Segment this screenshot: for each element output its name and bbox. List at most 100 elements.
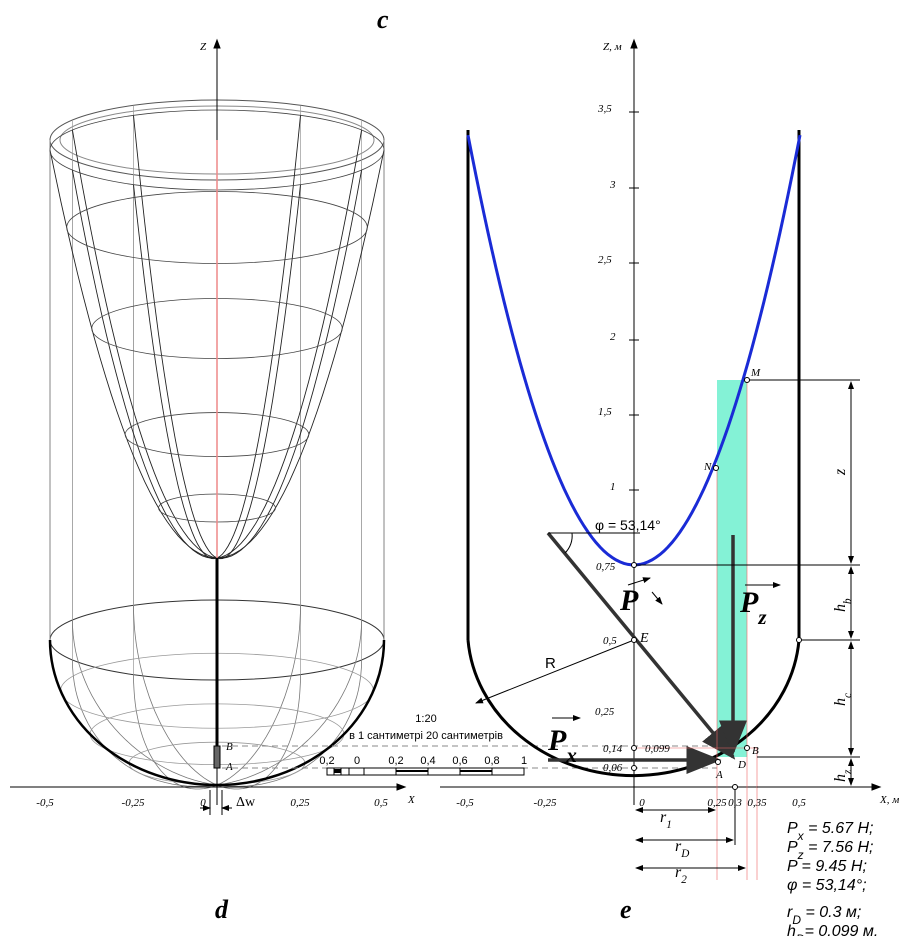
left-figure bbox=[10, 38, 717, 815]
tick-label: -0,25 bbox=[534, 797, 557, 809]
force-label-main: P bbox=[619, 584, 639, 617]
tick-label: 0,099 bbox=[645, 743, 670, 755]
z-arrow bbox=[213, 38, 221, 49]
axis-label: Z bbox=[200, 41, 207, 53]
paraboloid-meridian bbox=[49, 149, 218, 559]
force-label: P bbox=[619, 584, 639, 617]
point-label: A bbox=[715, 769, 723, 781]
point-label: M bbox=[750, 367, 761, 379]
tick-label: 0,25 bbox=[707, 797, 727, 809]
dimension-label-main: h bbox=[832, 698, 849, 706]
axis-label: X bbox=[407, 794, 416, 806]
tick-label: 1 bbox=[610, 481, 616, 493]
z-arrow bbox=[630, 38, 638, 49]
dimension-label-sub: c bbox=[842, 693, 854, 698]
radius bbox=[475, 639, 635, 704]
tick-label: 0,25 bbox=[595, 706, 615, 718]
result-line-main: P bbox=[787, 820, 798, 837]
dimension-label-main: r bbox=[660, 809, 667, 826]
dimension-label: hc bbox=[832, 693, 854, 706]
dimension-label-sub: D bbox=[680, 848, 689, 860]
result-line-main: h bbox=[787, 923, 796, 936]
paraboloid-parallel bbox=[66, 191, 368, 264]
paraboloid-meridian bbox=[216, 169, 363, 559]
scale-tick-label: 0,8 bbox=[484, 755, 499, 767]
meridian bbox=[216, 659, 362, 787]
vector-bar bbox=[627, 577, 651, 586]
angle-arc bbox=[564, 532, 573, 554]
tick-label: 3 bbox=[609, 179, 616, 191]
paraboloid-parallel bbox=[91, 298, 343, 359]
paraboloid-meridian bbox=[71, 169, 218, 559]
result-line: rD = 0.3 м; bbox=[787, 904, 861, 927]
tick-label: 0,35 bbox=[747, 797, 767, 809]
dimension-label: hz bbox=[832, 769, 854, 782]
result-line-rest: = 7.56 H; bbox=[804, 839, 874, 856]
dimension-label-main: h bbox=[832, 774, 849, 782]
axis-label: X, м bbox=[879, 794, 899, 806]
float bbox=[213, 745, 221, 769]
tick-label: 0 bbox=[639, 797, 645, 809]
result-line: Px = 5.67 H; bbox=[787, 820, 874, 843]
tick-label: -0,5 bbox=[36, 797, 54, 809]
paraboloid-parallel bbox=[124, 412, 310, 457]
meridian bbox=[72, 619, 218, 786]
tick-label: 3,5 bbox=[597, 103, 612, 115]
result-line-sub: z bbox=[797, 848, 804, 862]
x-arrow bbox=[871, 783, 882, 791]
tick-label: 0 bbox=[200, 797, 206, 809]
dimension-label-main: h bbox=[832, 604, 849, 612]
result-line-main: r bbox=[787, 904, 793, 921]
force-label-sub: x bbox=[565, 743, 577, 767]
scale-tick-label: 0 bbox=[354, 755, 360, 767]
result-line-rest: = 0.3 м; bbox=[801, 904, 861, 921]
result-line-rest: = 9.45 H; bbox=[797, 858, 867, 875]
tick-label: -0,25 bbox=[122, 797, 145, 809]
point-label: A bbox=[225, 761, 233, 773]
dimension-label: r1 bbox=[660, 809, 672, 831]
scale-tick-label: 0,6 bbox=[452, 755, 467, 767]
result-line-sub: x bbox=[797, 829, 805, 843]
point-label: N bbox=[703, 461, 712, 473]
paraboloid-meridian bbox=[133, 184, 218, 560]
point bbox=[744, 377, 750, 383]
dimension-label-main: r bbox=[675, 864, 682, 881]
heading: d bbox=[215, 895, 229, 924]
paraboloid-meridian bbox=[216, 115, 301, 559]
result-line-rest: = 5.67 H; bbox=[804, 820, 874, 837]
point-label: B bbox=[226, 741, 233, 753]
point-label: D bbox=[737, 759, 746, 771]
dimension-label: r2 bbox=[675, 864, 687, 886]
force-p bbox=[546, 531, 736, 760]
result-line-sub: D bbox=[792, 913, 801, 927]
dimension-label: rD bbox=[675, 838, 689, 860]
dimension-label: hb bbox=[832, 598, 854, 612]
point bbox=[631, 765, 637, 771]
dimension-label-sub: 1 bbox=[666, 819, 672, 831]
dimension-label-main: z bbox=[832, 468, 849, 476]
dimension-label-main: r bbox=[675, 838, 682, 855]
point bbox=[744, 745, 750, 751]
heading: e bbox=[620, 895, 632, 924]
tick-label: 0,06 bbox=[603, 762, 623, 774]
point bbox=[732, 784, 738, 790]
right-figure bbox=[440, 38, 882, 880]
scale-tick-label: 0,2 bbox=[388, 755, 403, 767]
force-label-sub: z bbox=[757, 605, 767, 629]
tick-label: 0,14 bbox=[603, 743, 623, 755]
result-line: φ = 53,14°; bbox=[787, 877, 867, 894]
heading: c bbox=[377, 5, 389, 34]
tick-label: 0,5 bbox=[603, 635, 617, 647]
angle-label: φ = 53,14° bbox=[595, 517, 661, 533]
paraboloid-meridian bbox=[216, 129, 363, 559]
meridian bbox=[133, 605, 218, 786]
point bbox=[631, 745, 637, 751]
scale-tick-label: 0,4 bbox=[420, 755, 435, 767]
tick-label: 0,5 bbox=[374, 797, 388, 809]
scale-ratio: 1:20 bbox=[415, 713, 436, 725]
tick-label: 0,25 bbox=[290, 797, 310, 809]
point-label: E bbox=[639, 631, 649, 646]
point bbox=[715, 759, 721, 765]
result-line-main: P bbox=[787, 839, 798, 856]
tick-label: 0,5 bbox=[792, 797, 806, 809]
